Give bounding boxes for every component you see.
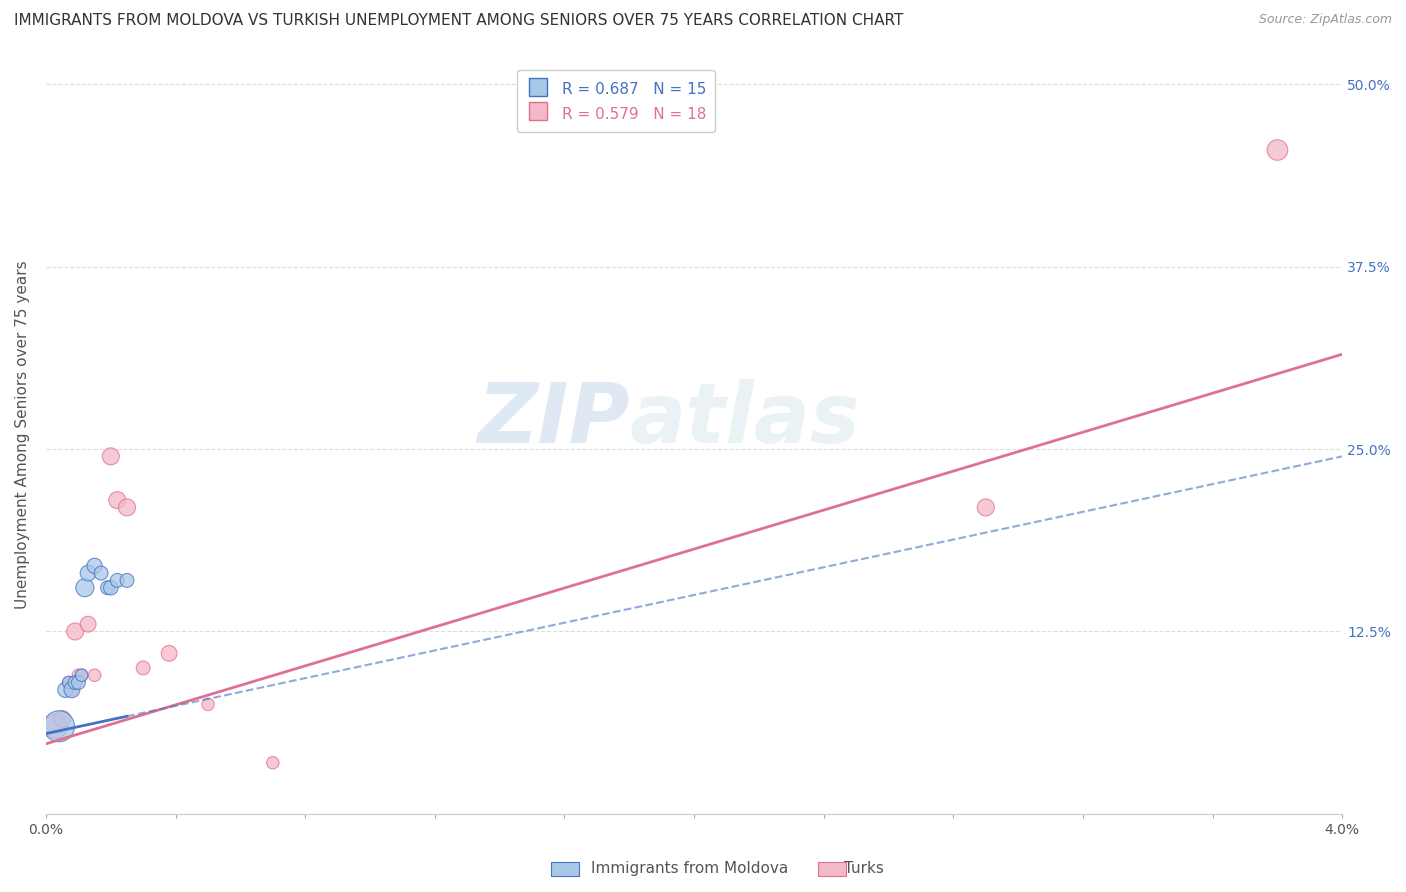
- Point: [105, 493, 128, 508]
- Point: [48, 719, 70, 733]
- Point: [90, 566, 112, 580]
- Text: IMMIGRANTS FROM MOLDOVA VS TURKISH UNEMPLOYMENT AMONG SENIORS OVER 75 YEARS CORR: IMMIGRANTS FROM MOLDOVA VS TURKISH UNEMP…: [14, 13, 904, 29]
- Point: [58, 675, 80, 690]
- Point: [105, 574, 128, 588]
- Point: [63, 624, 86, 639]
- Point: [262, 756, 284, 770]
- Point: [974, 500, 997, 515]
- Point: [197, 698, 219, 712]
- Text: Turks: Turks: [844, 862, 883, 876]
- Point: [77, 566, 100, 580]
- Text: ZIP: ZIP: [477, 379, 630, 459]
- Point: [157, 646, 180, 660]
- Point: [100, 581, 122, 595]
- Point: [58, 675, 80, 690]
- Point: [67, 675, 90, 690]
- Point: [100, 450, 122, 464]
- Point: [51, 712, 73, 726]
- Point: [67, 668, 90, 682]
- Point: [60, 682, 83, 697]
- Y-axis label: Unemployment Among Seniors over 75 years: Unemployment Among Seniors over 75 years: [15, 260, 30, 609]
- Text: atlas: atlas: [630, 379, 860, 459]
- Point: [70, 668, 93, 682]
- Point: [45, 719, 67, 733]
- Point: [96, 581, 118, 595]
- Point: [77, 617, 100, 632]
- Point: [115, 574, 138, 588]
- Text: Source: ZipAtlas.com: Source: ZipAtlas.com: [1258, 13, 1392, 27]
- Point: [60, 682, 83, 697]
- Point: [63, 675, 86, 690]
- Point: [55, 682, 77, 697]
- Text: Immigrants from Moldova: Immigrants from Moldova: [591, 862, 787, 876]
- Point: [83, 668, 105, 682]
- Point: [70, 668, 93, 682]
- Point: [115, 500, 138, 515]
- Point: [132, 661, 155, 675]
- Point: [1267, 143, 1289, 157]
- Legend: R = 0.687   N = 15, R = 0.579   N = 18: R = 0.687 N = 15, R = 0.579 N = 18: [517, 70, 716, 132]
- Point: [73, 581, 96, 595]
- Point: [83, 558, 105, 573]
